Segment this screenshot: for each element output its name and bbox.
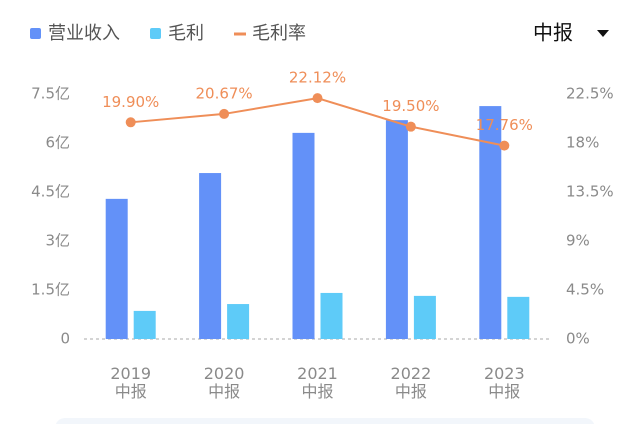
y-tick-label: 3亿 <box>45 232 70 250</box>
bar <box>479 106 502 339</box>
data-label: 19.50% <box>382 97 439 115</box>
bar <box>105 198 128 339</box>
data-label: 17.76% <box>476 116 533 134</box>
x-tick-label: 2022 中报 <box>391 364 432 401</box>
y-tick-label: 0 <box>60 330 70 348</box>
bar <box>320 292 343 339</box>
x-tick-label: 2019 中报 <box>110 364 151 401</box>
data-label: 19.90% <box>102 93 159 111</box>
data-label: 20.67% <box>195 84 252 102</box>
bar <box>133 310 156 339</box>
point <box>499 140 510 151</box>
x-tick-label: 2023 中报 <box>484 364 525 401</box>
point <box>312 93 323 104</box>
bar <box>385 120 408 339</box>
bottom-panel <box>55 418 595 424</box>
y-tick-label: 7.5亿 <box>31 85 70 103</box>
legend-label: 毛利 <box>168 23 204 44</box>
y-tick-label: 6亿 <box>45 134 70 152</box>
y2-tick-label: 22.5% <box>566 85 614 103</box>
bar <box>199 173 222 339</box>
y2-tick-label: 0% <box>566 330 590 348</box>
y-tick-label: 4.5亿 <box>31 183 70 201</box>
bar <box>507 296 530 339</box>
dropdown-arrow[interactable] <box>597 30 609 37</box>
legend-swatch <box>150 28 161 39</box>
y2-tick-label: 4.5% <box>566 281 604 299</box>
x-tick-label: 2020 中报 <box>204 364 245 401</box>
point <box>125 117 136 128</box>
x-tick-label: 2021 中报 <box>297 364 338 401</box>
y2-tick-label: 9% <box>566 232 590 250</box>
data-label: 22.12% <box>289 69 346 87</box>
y-tick-label: 1.5亿 <box>31 281 70 299</box>
point <box>405 121 416 132</box>
y2-tick-label: 18% <box>566 134 599 152</box>
period-selector[interactable]: 中报 <box>533 21 573 45</box>
legend-label: 营业收入 <box>48 23 120 44</box>
y2-tick-label: 13.5% <box>566 183 614 201</box>
legend-label: 毛利率 <box>252 23 306 44</box>
bar <box>413 295 436 339</box>
legend-swatch <box>30 28 41 39</box>
bar <box>292 132 315 339</box>
line <box>130 97 505 147</box>
point <box>219 108 230 119</box>
bar <box>227 304 250 339</box>
